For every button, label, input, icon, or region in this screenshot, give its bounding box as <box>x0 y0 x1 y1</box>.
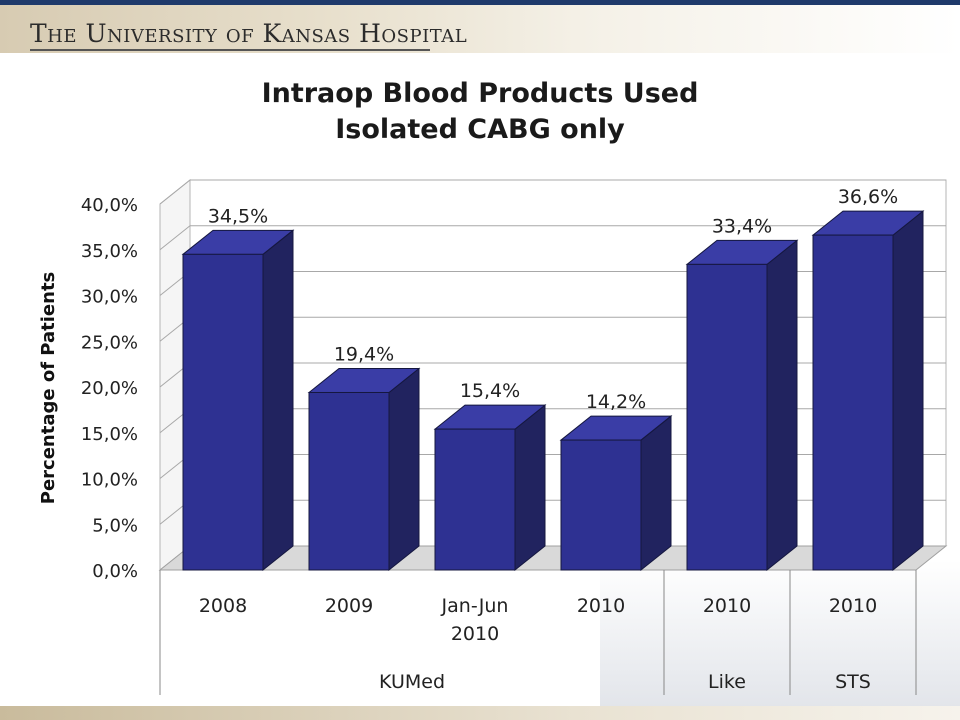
data-label: 14,2% <box>586 391 646 413</box>
institution-name: The University of Kansas Hospital <box>30 19 468 48</box>
y-tick-label: 25,0% <box>81 332 138 353</box>
bar-side <box>766 239 798 572</box>
y-tick-label: 30,0% <box>81 287 138 308</box>
y-tick-label: 35,0% <box>81 241 138 262</box>
bar <box>560 439 642 571</box>
y-tick-label: 40,0% <box>81 195 138 216</box>
data-label: 19,4% <box>334 343 394 365</box>
x-tick-label: 2010 <box>703 595 751 617</box>
x-tick-label: 2010 <box>451 623 499 645</box>
top-line <box>0 0 960 5</box>
x-tick-label: 2010 <box>577 595 625 617</box>
y-tick-label: 5,0% <box>92 515 138 536</box>
data-label: 36,6% <box>838 186 898 208</box>
group-label: KUMed <box>379 671 445 693</box>
bar-side <box>892 210 924 572</box>
x-tick-label: Jan-Jun <box>441 595 509 617</box>
bottom-bar <box>0 706 960 720</box>
chart-subtitle: Isolated CABG only <box>335 114 625 145</box>
banner-rule <box>30 49 430 51</box>
bar-side <box>514 404 546 572</box>
group-label: STS <box>835 671 871 693</box>
data-label: 33,4% <box>712 215 772 237</box>
bar <box>812 234 894 571</box>
building-watermark <box>600 560 960 710</box>
chart-title: Intraop Blood Products Used <box>261 78 699 109</box>
bar <box>434 428 516 571</box>
x-tick-label: 2009 <box>325 595 373 617</box>
gridline <box>159 225 946 251</box>
bar <box>686 263 768 571</box>
header-banner: The University of Kansas Hospital <box>0 5 960 53</box>
y-tick-label: 20,0% <box>81 378 138 399</box>
bar-side <box>262 229 294 572</box>
y-tick-label: 10,0% <box>81 470 138 491</box>
data-label: 15,4% <box>460 380 520 402</box>
gridline <box>159 179 946 205</box>
y-axis-label: Percentage of Patients <box>38 272 59 505</box>
data-label: 34,5% <box>208 205 268 227</box>
group-label: Like <box>708 671 746 693</box>
bar <box>182 253 264 571</box>
bar-side <box>640 415 672 572</box>
x-tick-label: 2010 <box>829 595 877 617</box>
x-tick-label: 2008 <box>199 595 247 617</box>
bar-side <box>388 367 420 572</box>
y-tick-label: 15,0% <box>81 424 138 445</box>
y-tick-label: 0,0% <box>92 561 138 582</box>
bar <box>308 391 390 571</box>
